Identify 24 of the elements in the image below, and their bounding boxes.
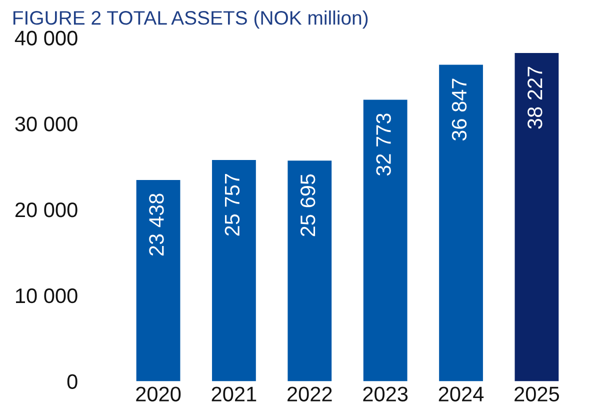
x-tick-label: 2022 (288, 386, 332, 402)
bar (363, 100, 408, 382)
x-tick-label: 2025 (514, 386, 560, 402)
x-tick-label: 2024 (438, 386, 484, 402)
bar (212, 160, 256, 382)
bar (288, 160, 332, 382)
y-tick-label: 20 000 (15, 202, 78, 218)
x-tick-label: 2020 (136, 386, 181, 402)
data-label: 36 847 (452, 78, 467, 141)
data-label: 25 695 (300, 174, 316, 236)
bar (514, 52, 559, 382)
data-label: 25 757 (224, 174, 240, 236)
y-tick-label: 0 (67, 374, 78, 390)
data-label: 32 773 (376, 114, 391, 176)
x-tick-label: 2021 (212, 386, 256, 402)
x-tick-label: 2023 (363, 386, 408, 402)
data-label: 23 438 (149, 194, 164, 256)
bar (136, 180, 180, 382)
data-label: 38 227 (528, 66, 542, 129)
y-tick-label: 40 000 (14, 30, 78, 46)
y-tick-label: 30 000 (15, 116, 78, 132)
bar (439, 64, 483, 382)
y-tick-label: 10 000 (16, 288, 78, 304)
chart-title: FIGURE 2 TOTAL ASSETS (NOK million) (13, 10, 368, 29)
